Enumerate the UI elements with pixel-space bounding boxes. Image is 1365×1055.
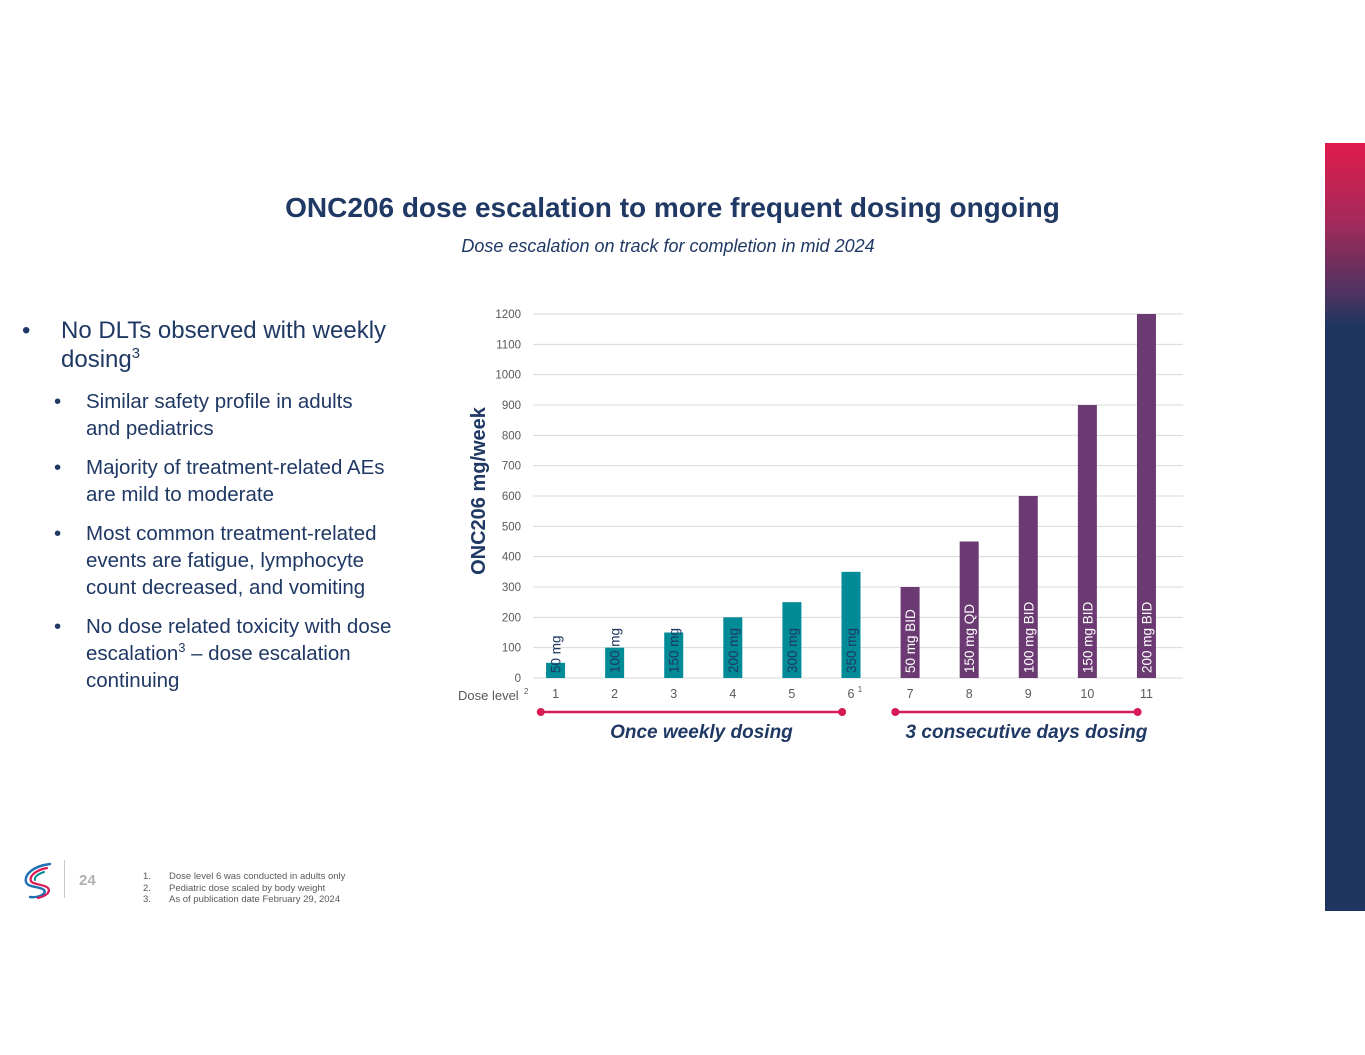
group-range-endpoint — [536, 708, 545, 716]
sub-bullet: • Majority of treatment-related AEs are m… — [22, 454, 392, 508]
bullet-dot: • — [54, 390, 62, 413]
group-range-endpoint — [891, 708, 900, 716]
slide-title: ONC206 dose escalation to more frequent … — [285, 192, 1060, 223]
bar — [1136, 314, 1156, 678]
footnote: 3. As of publication date February 29, 20… — [143, 894, 345, 906]
y-tick-label: 1100 — [496, 339, 521, 351]
bar — [1077, 405, 1097, 678]
x-tick-label: 2 — [611, 687, 618, 701]
sub-bullet-text: Majority of treatment-related AEs are mi… — [86, 456, 385, 506]
bar-label: 150 mg QD — [962, 604, 977, 673]
accent-side-bar — [1325, 143, 1365, 911]
footnote-text: As of publication date February 29, 2024 — [169, 894, 341, 905]
footer-divider — [64, 860, 65, 898]
main-bullet: • No DLTs observed with weekly dosing3 — [22, 316, 392, 374]
y-tick-label: 1000 — [495, 370, 521, 382]
group-label: Once weekly dosing — [610, 722, 793, 743]
bar-label: 100 mg BID — [1021, 601, 1036, 673]
bar-label: 150 mg BID — [1080, 601, 1095, 673]
bullet-dot: • — [54, 456, 62, 479]
bar — [546, 662, 566, 678]
x-tick-label: 10 — [1080, 687, 1094, 701]
sub-bullet-tail: – dose escalation continuing — [86, 642, 351, 692]
bar — [1018, 496, 1038, 678]
bar-label: 300 mg — [785, 628, 800, 673]
page-number: 24 — [79, 872, 96, 889]
y-tick-label: 800 — [502, 430, 521, 442]
bar-label: 100 mg — [608, 628, 623, 673]
bar — [959, 541, 979, 678]
bar-label: 350 mg — [844, 628, 859, 673]
bar-label: 200 mg — [726, 628, 741, 673]
footnote-text: Pediatric dose scaled by body weight — [169, 882, 326, 894]
x-tick-label: 9 — [1025, 687, 1032, 701]
group-label: 3 consecutive days dosing — [906, 722, 1148, 743]
y-tick-label: 500 — [502, 521, 521, 533]
footnote: 2. Pediatric dose scaled by body weight — [143, 883, 345, 895]
group-range-endpoint — [838, 708, 847, 716]
sub-bullet-text: Most common treatment-related events are… — [86, 522, 377, 599]
x-tick-label: 7 — [907, 687, 914, 701]
x-axis-label: Dose level — [458, 688, 519, 703]
main-bullet-text: No DLTs observed with weekly dosing — [61, 317, 387, 373]
footnote: 1. Dose level 6 was conducted in adults o… — [143, 871, 345, 883]
slide-subtitle: Dose escalation on track for completion … — [461, 236, 875, 256]
bar-label: 50 mg — [549, 635, 564, 673]
sub-bullet-text: No dose related toxicity with dose escal… — [86, 615, 392, 665]
footnote-number: 2. — [143, 882, 151, 894]
bar — [782, 602, 802, 678]
bar-label: 150 mg — [667, 628, 682, 673]
sub-bullet-text: Similar safety profile in adults and ped… — [86, 390, 353, 440]
y-tick-label: 200 — [502, 612, 521, 624]
x-tick-superscript: 1 — [858, 685, 863, 694]
x-axis-label-superscript: 2 — [524, 687, 529, 696]
footnote-number: 1. — [143, 871, 151, 882]
x-tick-label: 4 — [729, 687, 736, 701]
bullet-dot: • — [54, 522, 62, 545]
x-tick-label: 3 — [670, 687, 677, 701]
footnotes: 1. Dose level 6 was conducted in adults o… — [143, 871, 345, 906]
dose-escalation-chart: 0 100 200 300 400 500 600 700 800 900 1000 1100 1200… — [440, 290, 1210, 760]
bar-label: 200 mg BID — [1139, 601, 1154, 673]
y-tick-label: 0 — [515, 673, 521, 685]
y-tick-label: 600 — [502, 491, 521, 503]
sub-bullet: • Most common treatment-related events ar… — [22, 520, 392, 601]
y-tick-label: 100 — [502, 643, 521, 655]
y-tick-label: 900 — [502, 400, 521, 412]
y-tick-label: 700 — [502, 461, 521, 473]
sub-bullet: • No dose related toxicity with dose esca… — [22, 613, 392, 694]
x-tick-label: 8 — [966, 687, 973, 701]
bullet-dot: • — [54, 615, 62, 638]
footnote-number: 3. — [143, 894, 151, 905]
y-tick-label: 400 — [502, 552, 521, 564]
group-range-endpoint — [1133, 708, 1142, 716]
x-tick-label: 11 — [1140, 687, 1153, 701]
y-tick-label: 300 — [502, 582, 521, 594]
bar — [900, 587, 920, 678]
chart-svg: 0100200300400500600700800900100011001200… — [458, 309, 1183, 743]
company-logo — [24, 862, 52, 900]
bullet-list: • No DLTs observed with weekly dosing3 • S… — [22, 316, 392, 706]
bar — [664, 632, 684, 678]
bullet-dot: • — [22, 317, 31, 344]
x-tick-label: 5 — [788, 687, 795, 701]
x-tick-label: 1 — [552, 687, 559, 701]
bar — [723, 617, 743, 678]
bar — [605, 647, 625, 678]
superscript: 3 — [131, 346, 141, 362]
sub-bullet: • Similar safety profile in adults and pe… — [22, 388, 392, 442]
x-tick-label: 6 — [848, 687, 855, 701]
bar-label: 50 mg BID — [903, 609, 918, 673]
bar — [841, 571, 861, 678]
footnote-text: Dose level 6 was conducted in adults onl… — [169, 871, 346, 882]
y-tick-label: 1200 — [495, 309, 521, 321]
y-axis-label: ONC206 mg/week — [468, 406, 490, 575]
superscript: 3 — [178, 640, 186, 656]
